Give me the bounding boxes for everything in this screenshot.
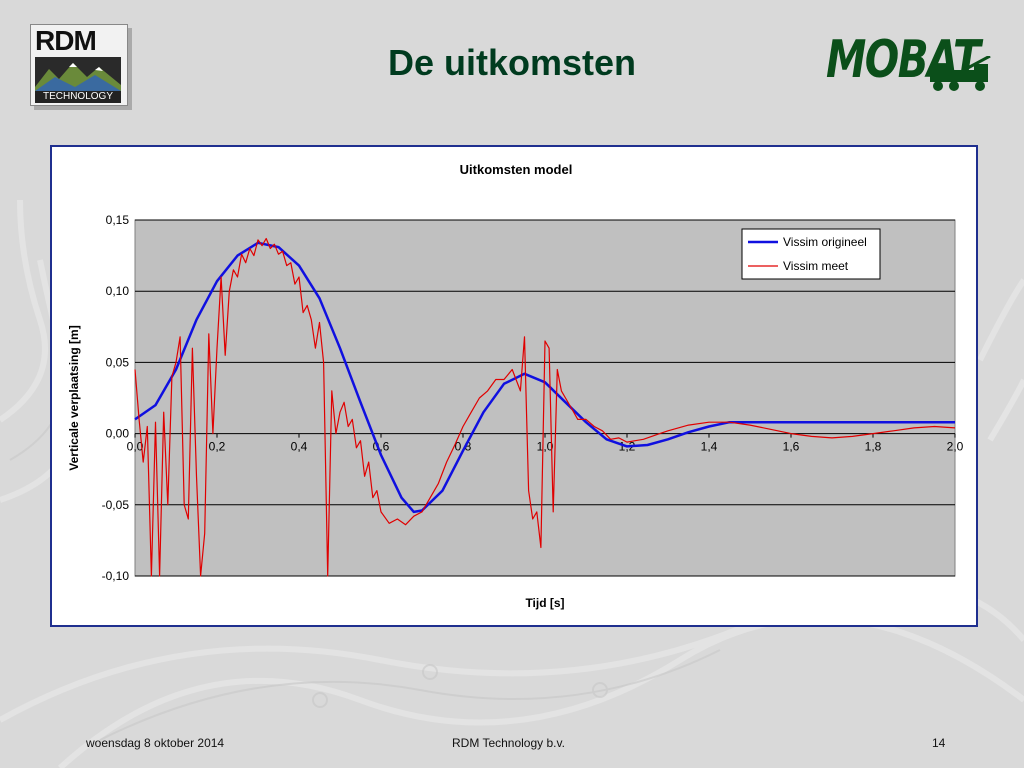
slide-title: De uitkomsten	[387, 42, 637, 83]
x-tick-label: 1,6	[783, 440, 800, 454]
series-line-vissim-meet	[134, 237, 956, 577]
x-tick-label: 2,0	[947, 440, 964, 454]
legend-label-original: Vissim origineel	[783, 235, 867, 249]
rdm-technology-logo: RDM TECHNOLOGY	[30, 24, 128, 106]
legend-box	[741, 228, 881, 280]
chart-title: Uitkomsten model	[460, 162, 573, 177]
line-chart: Uitkomsten model 0,15 0,10 0,05 0,00 -0,05 -0…	[67, 162, 964, 610]
y-tick-label: 0,10	[106, 284, 130, 298]
y-tick-label: 0,00	[106, 427, 130, 441]
mountain-logo-icon	[35, 57, 121, 93]
chart-container: Uitkomsten model 0,15 0,10 0,05 0,00 -0,05 -0…	[50, 145, 978, 627]
x-tick-label: 1,0	[537, 440, 554, 454]
footer-date: woensdag 8 oktober 2014	[86, 736, 225, 750]
page-number: 14	[932, 736, 946, 750]
x-tick-label: 0,0	[127, 440, 144, 454]
truck-icon	[930, 56, 991, 91]
legend-label-measured: Vissim meet	[783, 259, 849, 273]
x-tick-label: 0,4	[291, 440, 308, 454]
y-tick-label: -0,10	[102, 569, 130, 583]
x-tick-label: 1,8	[865, 440, 882, 454]
rdm-logo-tagline: TECHNOLOGY	[35, 91, 121, 103]
x-tick-label: 1,4	[701, 440, 718, 454]
y-tick-label: 0,05	[106, 355, 130, 369]
mobat-logo: MOBAT	[826, 30, 1006, 100]
y-tick-label: 0,15	[106, 213, 130, 227]
y-tick-label: -0,05	[102, 498, 130, 512]
footer-company: RDM Technology b.v.	[452, 736, 565, 750]
x-axis-label: Tijd [s]	[525, 596, 564, 610]
rdm-logo-word: RDM	[35, 25, 97, 56]
legend: Vissim origineel Vissim meet	[741, 228, 881, 280]
y-axis-label: Verticale verplaatsing [m]	[67, 325, 81, 470]
x-tick-label: 0,2	[209, 440, 226, 454]
